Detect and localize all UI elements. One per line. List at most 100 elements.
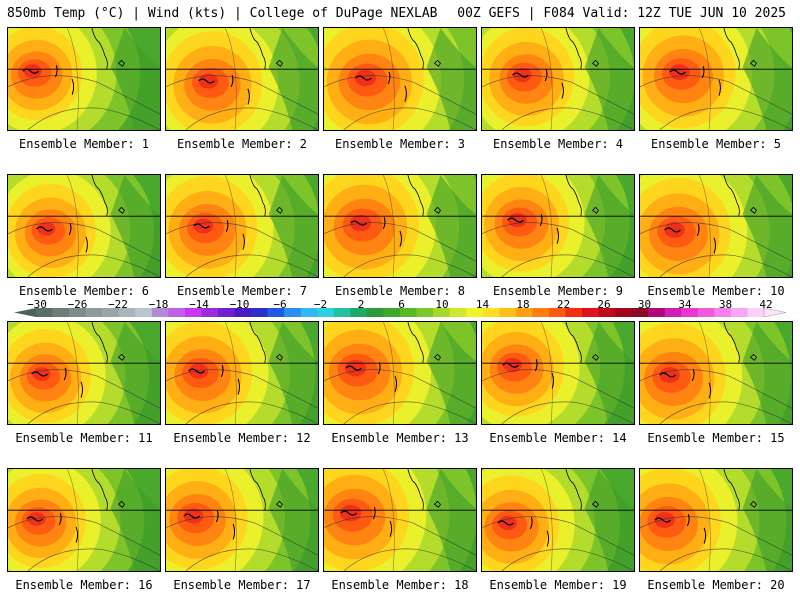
colorbar-swatch xyxy=(234,308,252,317)
ensemble-member-map xyxy=(323,174,477,278)
ensemble-member-label: Ensemble Member: 12 xyxy=(173,431,311,445)
colorbar-swatch xyxy=(499,308,517,317)
colorbar-tick-label: 34 xyxy=(678,298,692,311)
ensemble-member-label: Ensemble Member: 3 xyxy=(334,137,466,151)
ensemble-member-label: Ensemble Member: 5 xyxy=(650,137,782,151)
ensemble-member-label: Ensemble Member: 10 xyxy=(647,284,785,298)
colorbar-min-arrow xyxy=(14,308,36,317)
colorbar-swatch xyxy=(36,308,53,317)
colorbar-swatch xyxy=(366,308,384,317)
colorbar-swatch xyxy=(747,308,765,317)
ensemble-member-label: Ensemble Member: 13 xyxy=(331,431,469,445)
ensemble-member-map xyxy=(481,27,635,131)
colorbar-swatch xyxy=(631,308,649,317)
ensemble-member-label: Ensemble Member: 16 xyxy=(15,578,153,592)
ensemble-member-label: Ensemble Member: 15 xyxy=(647,431,785,445)
ensemble-member-label: Ensemble Member: 8 xyxy=(334,284,466,298)
ensemble-member-map xyxy=(323,321,477,425)
colorbar-tick-label: 38 xyxy=(718,298,733,311)
colorbar-swatch xyxy=(118,308,136,317)
colorbar-tick-label: −14 xyxy=(189,298,209,311)
colorbar-swatch xyxy=(664,308,682,317)
colorbar-swatch xyxy=(168,308,186,317)
temperature-colorbar xyxy=(10,298,790,320)
ensemble-member-label: Ensemble Member: 20 xyxy=(647,578,785,592)
colorbar-tick-label: −18 xyxy=(148,298,169,311)
ensemble-member-map xyxy=(323,27,477,131)
colorbar-swatch xyxy=(697,308,715,317)
colorbar-tick-label: 42 xyxy=(759,298,773,311)
colorbar-swatch xyxy=(135,308,153,317)
colorbar-tick-label: −6 xyxy=(273,298,287,311)
ensemble-member-label: Ensemble Member: 2 xyxy=(176,137,308,151)
ensemble-member-label: Ensemble Member: 6 xyxy=(18,284,150,298)
colorbar-swatch xyxy=(714,308,732,317)
colorbar-swatch xyxy=(251,308,268,317)
colorbar-swatch xyxy=(151,308,169,317)
ensemble-member-map xyxy=(639,27,793,131)
colorbar-swatch xyxy=(102,308,120,317)
colorbar-max-arrow xyxy=(763,307,787,318)
ensemble-member-map xyxy=(165,27,319,131)
colorbar-tick-label: −10 xyxy=(229,298,250,311)
colorbar-tick-label: 18 xyxy=(516,298,530,311)
colorbar-swatch xyxy=(300,308,318,317)
header-title-left: 850mb Temp (°C) | Wind (kts) | College o… xyxy=(7,6,438,21)
colorbar-swatch xyxy=(52,308,70,317)
colorbar-swatch xyxy=(548,308,566,317)
colorbar-swatch xyxy=(416,308,434,317)
ensemble-member-map xyxy=(7,468,161,572)
ensemble-member-label: Ensemble Member: 18 xyxy=(331,578,469,592)
colorbar-swatch xyxy=(681,308,699,317)
colorbar-swatch xyxy=(69,308,86,317)
colorbar-swatch xyxy=(85,308,103,317)
colorbar-tick-label: 2 xyxy=(357,298,365,311)
colorbar-tick-label: 30 xyxy=(637,298,652,311)
ensemble-member-map xyxy=(481,174,635,278)
ensemble-member-label: Ensemble Member: 14 xyxy=(489,431,627,445)
ensemble-member-map xyxy=(639,468,793,572)
colorbar-swatch xyxy=(333,308,351,317)
ensemble-member-label: Ensemble Member: 9 xyxy=(492,284,624,298)
colorbar-tick-label: 6 xyxy=(398,298,405,311)
colorbar-swatch xyxy=(267,308,285,317)
colorbar-swatch xyxy=(482,308,500,317)
colorbar-tick-label: 22 xyxy=(556,298,571,311)
ensemble-member-map xyxy=(7,27,161,131)
ensemble-member-label: Ensemble Member: 4 xyxy=(492,137,624,151)
ensemble-member-map xyxy=(7,174,161,278)
ensemble-member-label: Ensemble Member: 11 xyxy=(15,431,153,445)
colorbar-tick-label: 26 xyxy=(597,298,611,311)
ensemble-member-map xyxy=(323,468,477,572)
ensemble-member-label: Ensemble Member: 19 xyxy=(489,578,627,592)
ensemble-member-map xyxy=(639,174,793,278)
colorbar-swatch xyxy=(598,308,616,317)
ensemble-member-map xyxy=(165,321,319,425)
colorbar-swatch xyxy=(730,308,748,317)
colorbar-swatch xyxy=(284,308,302,317)
header-title-right: 00Z GEFS | F084 Valid: 12Z TUE JUN 10 20… xyxy=(457,6,786,21)
ensemble-member-map xyxy=(481,321,635,425)
ensemble-member-map xyxy=(481,468,635,572)
colorbar-swatch xyxy=(532,308,550,317)
colorbar-swatch xyxy=(317,308,335,317)
colorbar-swatch xyxy=(466,308,484,317)
colorbar-swatch xyxy=(515,308,533,317)
colorbar-tick-label: −26 xyxy=(67,298,88,311)
ensemble-member-label: Ensemble Member: 7 xyxy=(176,284,308,298)
colorbar-tick-label: 10 xyxy=(435,298,449,311)
colorbar-tick-label: −22 xyxy=(108,298,128,311)
colorbar-swatch xyxy=(582,308,599,317)
colorbar-swatch xyxy=(184,308,202,317)
colorbar-swatch xyxy=(350,308,368,317)
colorbar-swatch xyxy=(433,308,450,317)
ensemble-member-map xyxy=(165,174,319,278)
ensemble-member-map xyxy=(639,321,793,425)
colorbar-swatch xyxy=(201,308,219,317)
colorbar-swatch xyxy=(400,308,417,317)
ensemble-member-map xyxy=(7,321,161,425)
ensemble-member-map xyxy=(165,468,319,572)
ensemble-member-label: Ensemble Member: 1 xyxy=(18,137,150,151)
colorbar-swatch xyxy=(648,308,666,317)
colorbar-tick-label: −2 xyxy=(313,298,328,311)
